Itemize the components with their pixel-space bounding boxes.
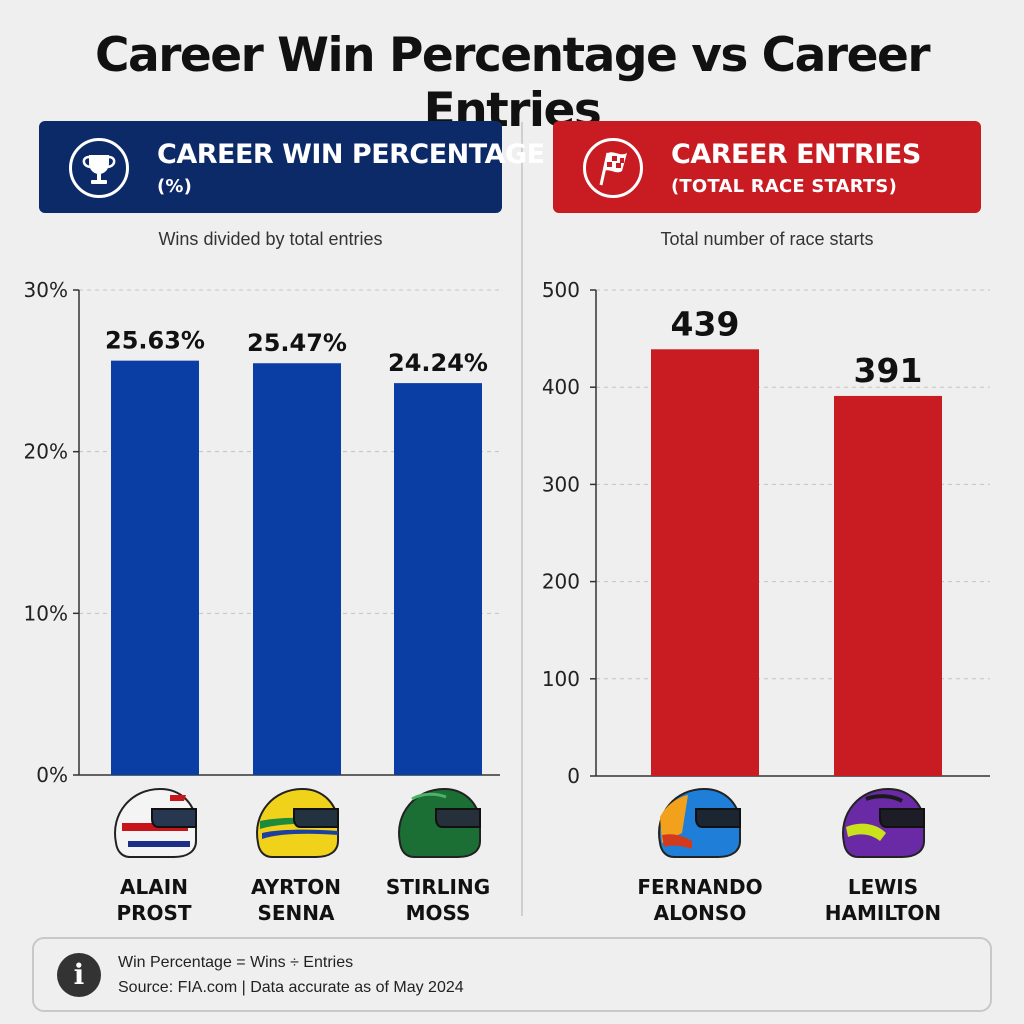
driver-label-hamilton: LEWIS HAMILTON xyxy=(808,874,958,926)
entries-bar xyxy=(651,349,759,776)
entries-y-tick-label: 500 xyxy=(542,278,580,302)
prost-helmet-icon xyxy=(114,787,197,858)
driver-label-alonso: FERNANDO ALONSO xyxy=(622,874,778,926)
driver-first-name: STIRLING xyxy=(385,875,491,899)
winpct-y-tick-label: 0% xyxy=(36,763,68,787)
driver-label-moss: STIRLING MOSS xyxy=(368,874,508,926)
footer-note: i Win Percentage = Wins ÷ Entries Source… xyxy=(32,937,992,1012)
win-percentage-caption: Wins divided by total entries xyxy=(158,229,383,249)
driver-first-name: FERNANDO xyxy=(637,875,763,899)
page-title: Career Win Percentage vs Career Entries xyxy=(94,28,931,138)
trophy-icon xyxy=(69,138,129,198)
driver-first-name: AYRTON xyxy=(251,875,341,899)
info-icon: i xyxy=(57,953,101,997)
entries-y-tick-label: 0 xyxy=(567,764,580,788)
winpct-bar xyxy=(394,383,482,775)
entries-y-tick-label: 200 xyxy=(542,570,580,594)
driver-last-name: SENNA xyxy=(257,901,335,925)
alonso-helmet-icon xyxy=(658,787,741,858)
driver-label-senna: AYRTON SENNA xyxy=(226,874,366,926)
winpct-y-tick-label: 20% xyxy=(24,440,68,464)
driver-last-name: PROST xyxy=(116,901,192,925)
driver-last-name: ALONSO xyxy=(653,901,747,925)
career-entries-title: CAREER ENTRIES xyxy=(671,139,921,170)
winpct-bar xyxy=(253,363,341,775)
winpct-y-tick-label: 30% xyxy=(24,278,68,302)
driver-label-prost: ALAIN PROST xyxy=(84,874,224,926)
winpct-data-label: 25.47% xyxy=(247,329,347,357)
win-percentage-subtitle: (%) xyxy=(157,176,193,197)
entries-data-label: 391 xyxy=(854,351,923,390)
winpct-bar xyxy=(111,360,199,775)
driver-first-name: LEWIS xyxy=(847,875,919,899)
driver-last-name: HAMILTON xyxy=(824,901,942,925)
entries-bar xyxy=(834,395,942,776)
career-entries-subtitle: (TOTAL RACE STARTS) xyxy=(671,176,898,197)
formula-text: Win Percentage = Wins ÷ Entries xyxy=(118,954,354,971)
entries-y-tick-label: 300 xyxy=(542,472,580,496)
moss-helmet-icon xyxy=(398,787,481,858)
checkered-flag-icon xyxy=(583,138,643,198)
entries-data-label: 439 xyxy=(671,304,740,343)
panel-divider xyxy=(521,122,523,916)
win-percentage-title: CAREER WIN PERCENTAGE xyxy=(157,139,545,170)
senna-helmet-icon xyxy=(256,787,339,858)
career-entries-caption: Total number of race starts xyxy=(660,229,874,249)
career-entries-header: CAREER ENTRIES (TOTAL RACE STARTS) xyxy=(553,121,981,213)
win-percentage-header: CAREER WIN PERCENTAGE (%) xyxy=(39,121,545,213)
entries-y-tick-label: 400 xyxy=(542,375,580,399)
winpct-data-label: 24.24% xyxy=(388,349,488,377)
source-text: Source: FIA.com | Data accurate as of Ma… xyxy=(118,979,464,996)
driver-last-name: MOSS xyxy=(405,901,471,925)
driver-first-name: ALAIN xyxy=(120,875,188,899)
winpct-data-label: 25.63% xyxy=(105,327,205,355)
entries-y-tick-label: 100 xyxy=(542,667,580,691)
winpct-y-tick-label: 10% xyxy=(24,601,68,625)
hamilton-helmet-icon xyxy=(842,787,925,858)
